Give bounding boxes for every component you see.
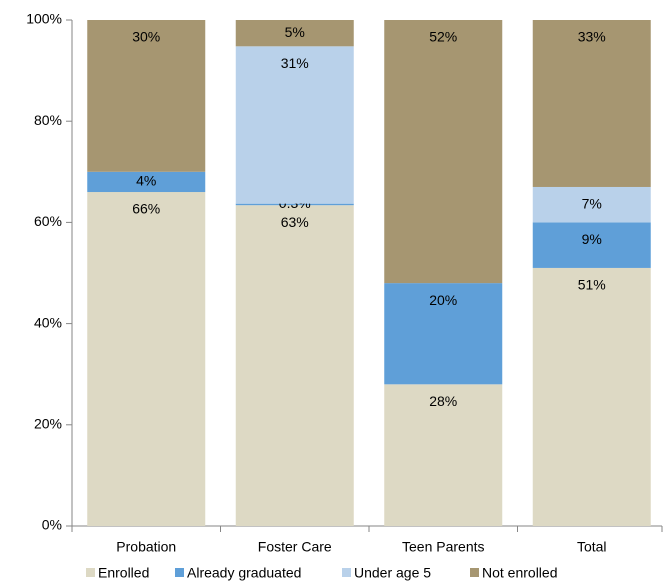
bar-segment [384,283,503,385]
data-label: 66% [132,201,160,217]
bar-segment [235,203,354,206]
legend-swatch [175,568,184,577]
data-label: 30% [132,29,160,45]
data-label: 4% [136,173,156,189]
data-label: 63% [281,214,309,230]
bar-segment [235,20,354,47]
data-label: 9% [582,231,602,247]
data-label: 31% [281,55,309,71]
data-label: 28% [429,393,457,409]
y-tick-label: 80% [34,112,62,128]
x-tick-label: Foster Care [258,539,332,555]
legend-swatch [470,568,479,577]
y-tick-label: 40% [34,314,62,330]
legend-label: Not enrolled [482,565,558,581]
legend-label: Enrolled [98,565,149,581]
y-tick-label: 100% [26,11,62,27]
y-tick-label: 60% [34,213,62,229]
bar-segment [532,222,651,268]
y-tick-label: 20% [34,416,62,432]
bar-segment [235,46,354,204]
bar-segment [235,205,354,527]
bar-segment [87,192,206,527]
legend-swatch [342,568,351,577]
bar-segment [384,384,503,526]
data-label: 33% [578,29,606,45]
data-label: 5% [285,24,305,40]
x-tick-label: Probation [116,539,176,555]
legend-swatch [86,568,95,577]
data-label: 7% [582,196,602,212]
bar-segment [532,20,651,187]
data-label: 52% [429,29,457,45]
data-label: 51% [578,277,606,293]
x-tick-label: Teen Parents [402,539,485,555]
bar-segment [532,267,651,526]
bar-segment [87,20,206,172]
bar-segment [87,171,206,193]
bar-segment [532,186,651,223]
data-label: 20% [429,292,457,308]
x-tick-label: Total [577,539,607,555]
legend-label: Already graduated [187,565,301,581]
bar-segment [384,20,503,284]
legend-label: Under age 5 [354,565,431,581]
y-tick-label: 0% [42,517,62,533]
